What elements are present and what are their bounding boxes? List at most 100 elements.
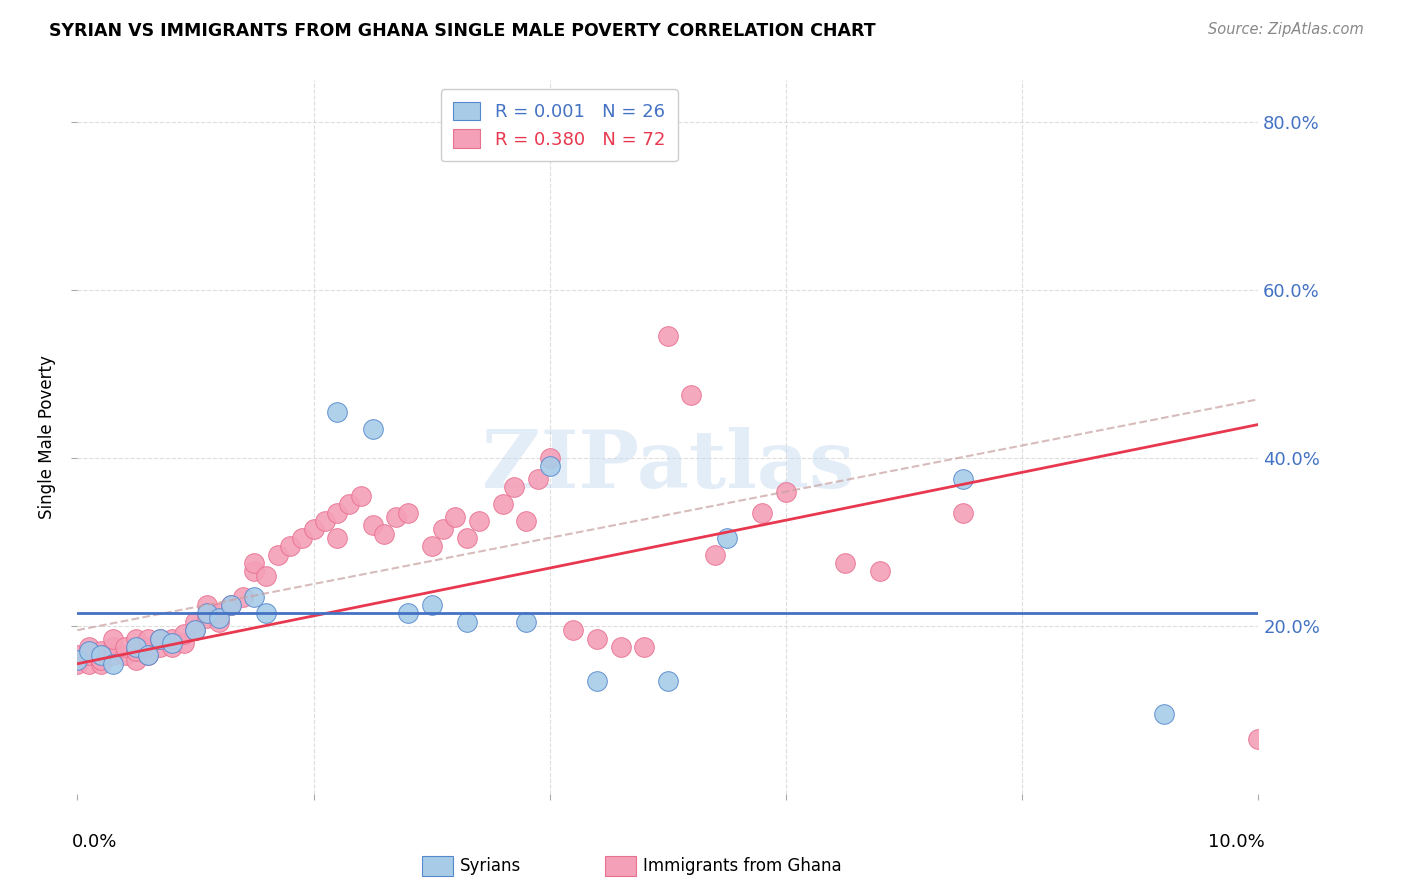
- Point: [657, 329, 679, 343]
- Point: [326, 506, 349, 520]
- Point: [586, 673, 609, 688]
- Point: [456, 531, 478, 545]
- Point: [208, 615, 231, 629]
- Point: [420, 539, 443, 553]
- Point: [657, 673, 679, 688]
- Text: Syrians: Syrians: [460, 857, 522, 875]
- Point: [66, 657, 89, 671]
- Point: [562, 623, 585, 637]
- Point: [125, 652, 148, 666]
- Text: Source: ZipAtlas.com: Source: ZipAtlas.com: [1208, 22, 1364, 37]
- Point: [149, 632, 172, 646]
- Point: [373, 526, 395, 541]
- Point: [775, 484, 797, 499]
- Point: [420, 598, 443, 612]
- Point: [503, 480, 526, 494]
- Point: [101, 640, 124, 654]
- Point: [77, 640, 100, 654]
- Point: [101, 632, 124, 646]
- Point: [160, 640, 183, 654]
- Point: [609, 640, 631, 654]
- Point: [136, 648, 159, 663]
- Point: [195, 598, 218, 612]
- Point: [90, 652, 112, 666]
- Point: [77, 648, 100, 663]
- Y-axis label: Single Male Poverty: Single Male Poverty: [38, 355, 56, 519]
- Text: SYRIAN VS IMMIGRANTS FROM GHANA SINGLE MALE POVERTY CORRELATION CHART: SYRIAN VS IMMIGRANTS FROM GHANA SINGLE M…: [49, 22, 876, 40]
- Point: [267, 548, 290, 562]
- Point: [184, 615, 207, 629]
- Point: [232, 590, 254, 604]
- Point: [243, 565, 266, 579]
- Point: [456, 615, 478, 629]
- Point: [114, 648, 136, 663]
- Point: [337, 497, 360, 511]
- Point: [254, 607, 277, 621]
- Point: [136, 640, 159, 654]
- Point: [491, 497, 513, 511]
- Point: [1153, 707, 1175, 722]
- Point: [125, 632, 148, 646]
- Point: [136, 632, 159, 646]
- Point: [681, 388, 703, 402]
- Point: [90, 644, 112, 658]
- Point: [160, 632, 183, 646]
- Point: [101, 648, 124, 663]
- Point: [77, 644, 100, 658]
- Point: [90, 648, 112, 663]
- Point: [326, 531, 349, 545]
- Point: [254, 568, 277, 582]
- Point: [302, 523, 325, 537]
- Point: [101, 657, 124, 671]
- Point: [952, 506, 974, 520]
- Point: [219, 598, 242, 612]
- Point: [716, 531, 738, 545]
- Point: [278, 539, 301, 553]
- Point: [704, 548, 727, 562]
- Legend: R = 0.001   N = 26, R = 0.380   N = 72: R = 0.001 N = 26, R = 0.380 N = 72: [440, 89, 678, 161]
- Point: [444, 509, 467, 524]
- Point: [195, 610, 218, 624]
- Point: [538, 459, 561, 474]
- Point: [195, 607, 218, 621]
- Point: [219, 598, 242, 612]
- Point: [160, 636, 183, 650]
- Point: [361, 518, 384, 533]
- Point: [291, 531, 314, 545]
- Point: [208, 607, 231, 621]
- Text: Immigrants from Ghana: Immigrants from Ghana: [643, 857, 841, 875]
- Point: [125, 640, 148, 654]
- Point: [527, 472, 550, 486]
- Text: 10.0%: 10.0%: [1208, 833, 1264, 851]
- Point: [834, 556, 856, 570]
- Point: [515, 514, 537, 528]
- Point: [396, 607, 419, 621]
- Point: [751, 506, 773, 520]
- Point: [468, 514, 491, 528]
- Point: [114, 640, 136, 654]
- Point: [125, 644, 148, 658]
- Point: [1247, 732, 1270, 747]
- Point: [385, 509, 408, 524]
- Point: [515, 615, 537, 629]
- Point: [149, 632, 172, 646]
- Point: [149, 640, 172, 654]
- Point: [90, 657, 112, 671]
- Point: [350, 489, 373, 503]
- Point: [633, 640, 655, 654]
- Point: [184, 623, 207, 637]
- Point: [326, 405, 349, 419]
- Point: [361, 422, 384, 436]
- Point: [173, 636, 195, 650]
- Point: [538, 451, 561, 466]
- Text: 0.0%: 0.0%: [72, 833, 117, 851]
- Point: [869, 565, 891, 579]
- Point: [243, 556, 266, 570]
- Point: [136, 648, 159, 663]
- Point: [586, 632, 609, 646]
- Point: [66, 648, 89, 663]
- Point: [208, 610, 231, 624]
- Text: ZIPatlas: ZIPatlas: [482, 426, 853, 505]
- Point: [184, 623, 207, 637]
- Point: [314, 514, 336, 528]
